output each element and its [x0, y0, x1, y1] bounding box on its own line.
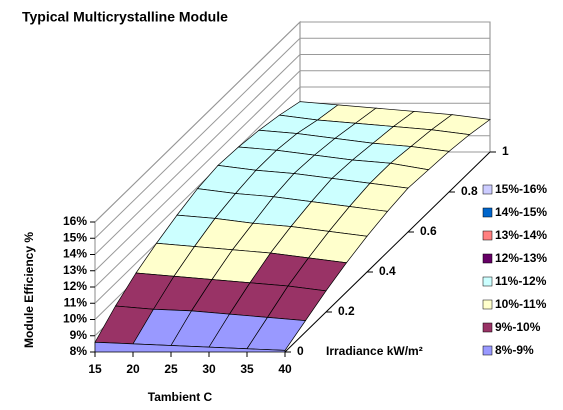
y-tick-label: 0.4 [379, 264, 396, 278]
y-tick-label: 0 [297, 344, 304, 358]
legend-swatch [482, 322, 493, 333]
grid-line [94, 70, 490, 272]
grid-line [94, 37, 490, 239]
x-tick-label: 25 [164, 362, 178, 376]
z-tick-label: 8% [70, 344, 88, 358]
z-tick-label: 9% [70, 328, 88, 342]
legend-swatch [482, 207, 493, 218]
z-tick-label: 11% [64, 295, 88, 309]
chart-title: Typical Multicrystalline Module [22, 9, 228, 25]
grid-line [94, 21, 490, 223]
z-tick-label: 16% [63, 214, 87, 228]
legend-label: 12%-13% [495, 251, 547, 265]
legend-swatch [482, 276, 493, 287]
legend-swatch [482, 230, 493, 241]
grid-line [94, 86, 490, 288]
z-tick-label: 13% [63, 263, 87, 277]
z-tick-label: 15% [63, 230, 87, 244]
x-tick-label: 15 [88, 362, 102, 376]
legend-label: 15%-16% [495, 182, 547, 196]
legend-swatch [482, 299, 493, 310]
y-tick-label: 0.2 [338, 304, 355, 318]
grid-line [94, 54, 490, 255]
y-axis-label: Irradiance kW/m² [326, 344, 423, 358]
z-tick-label: 14% [63, 247, 87, 261]
legend-swatch [482, 184, 493, 195]
x-tick-label: 30 [202, 362, 216, 376]
x-tick-label: 40 [278, 362, 292, 376]
z-axis-label: Module Efficiency % [22, 232, 36, 348]
y-tick-label: 0.6 [420, 224, 437, 238]
x-tick-label: 35 [240, 362, 254, 376]
legend-swatch [482, 345, 493, 356]
x-tick-label: 20 [126, 362, 140, 376]
axis-line [284, 151, 491, 353]
legend-label: 9%-10% [495, 320, 541, 334]
x-axis-label: Tambient C [148, 390, 213, 404]
y-tick-label: 1 [502, 144, 509, 158]
legend-label: 8%-9% [495, 343, 534, 357]
y-tick-label: 0.8 [461, 184, 478, 198]
z-tick-label: 10% [63, 312, 87, 326]
legend-label: 11%-12% [495, 274, 547, 288]
legend-label: 10%-11% [495, 297, 547, 311]
legend-label: 13%-14% [495, 228, 547, 242]
legend-label: 14%-15% [495, 205, 547, 219]
z-tick-label: 12% [63, 279, 87, 293]
legend-swatch [482, 253, 493, 264]
